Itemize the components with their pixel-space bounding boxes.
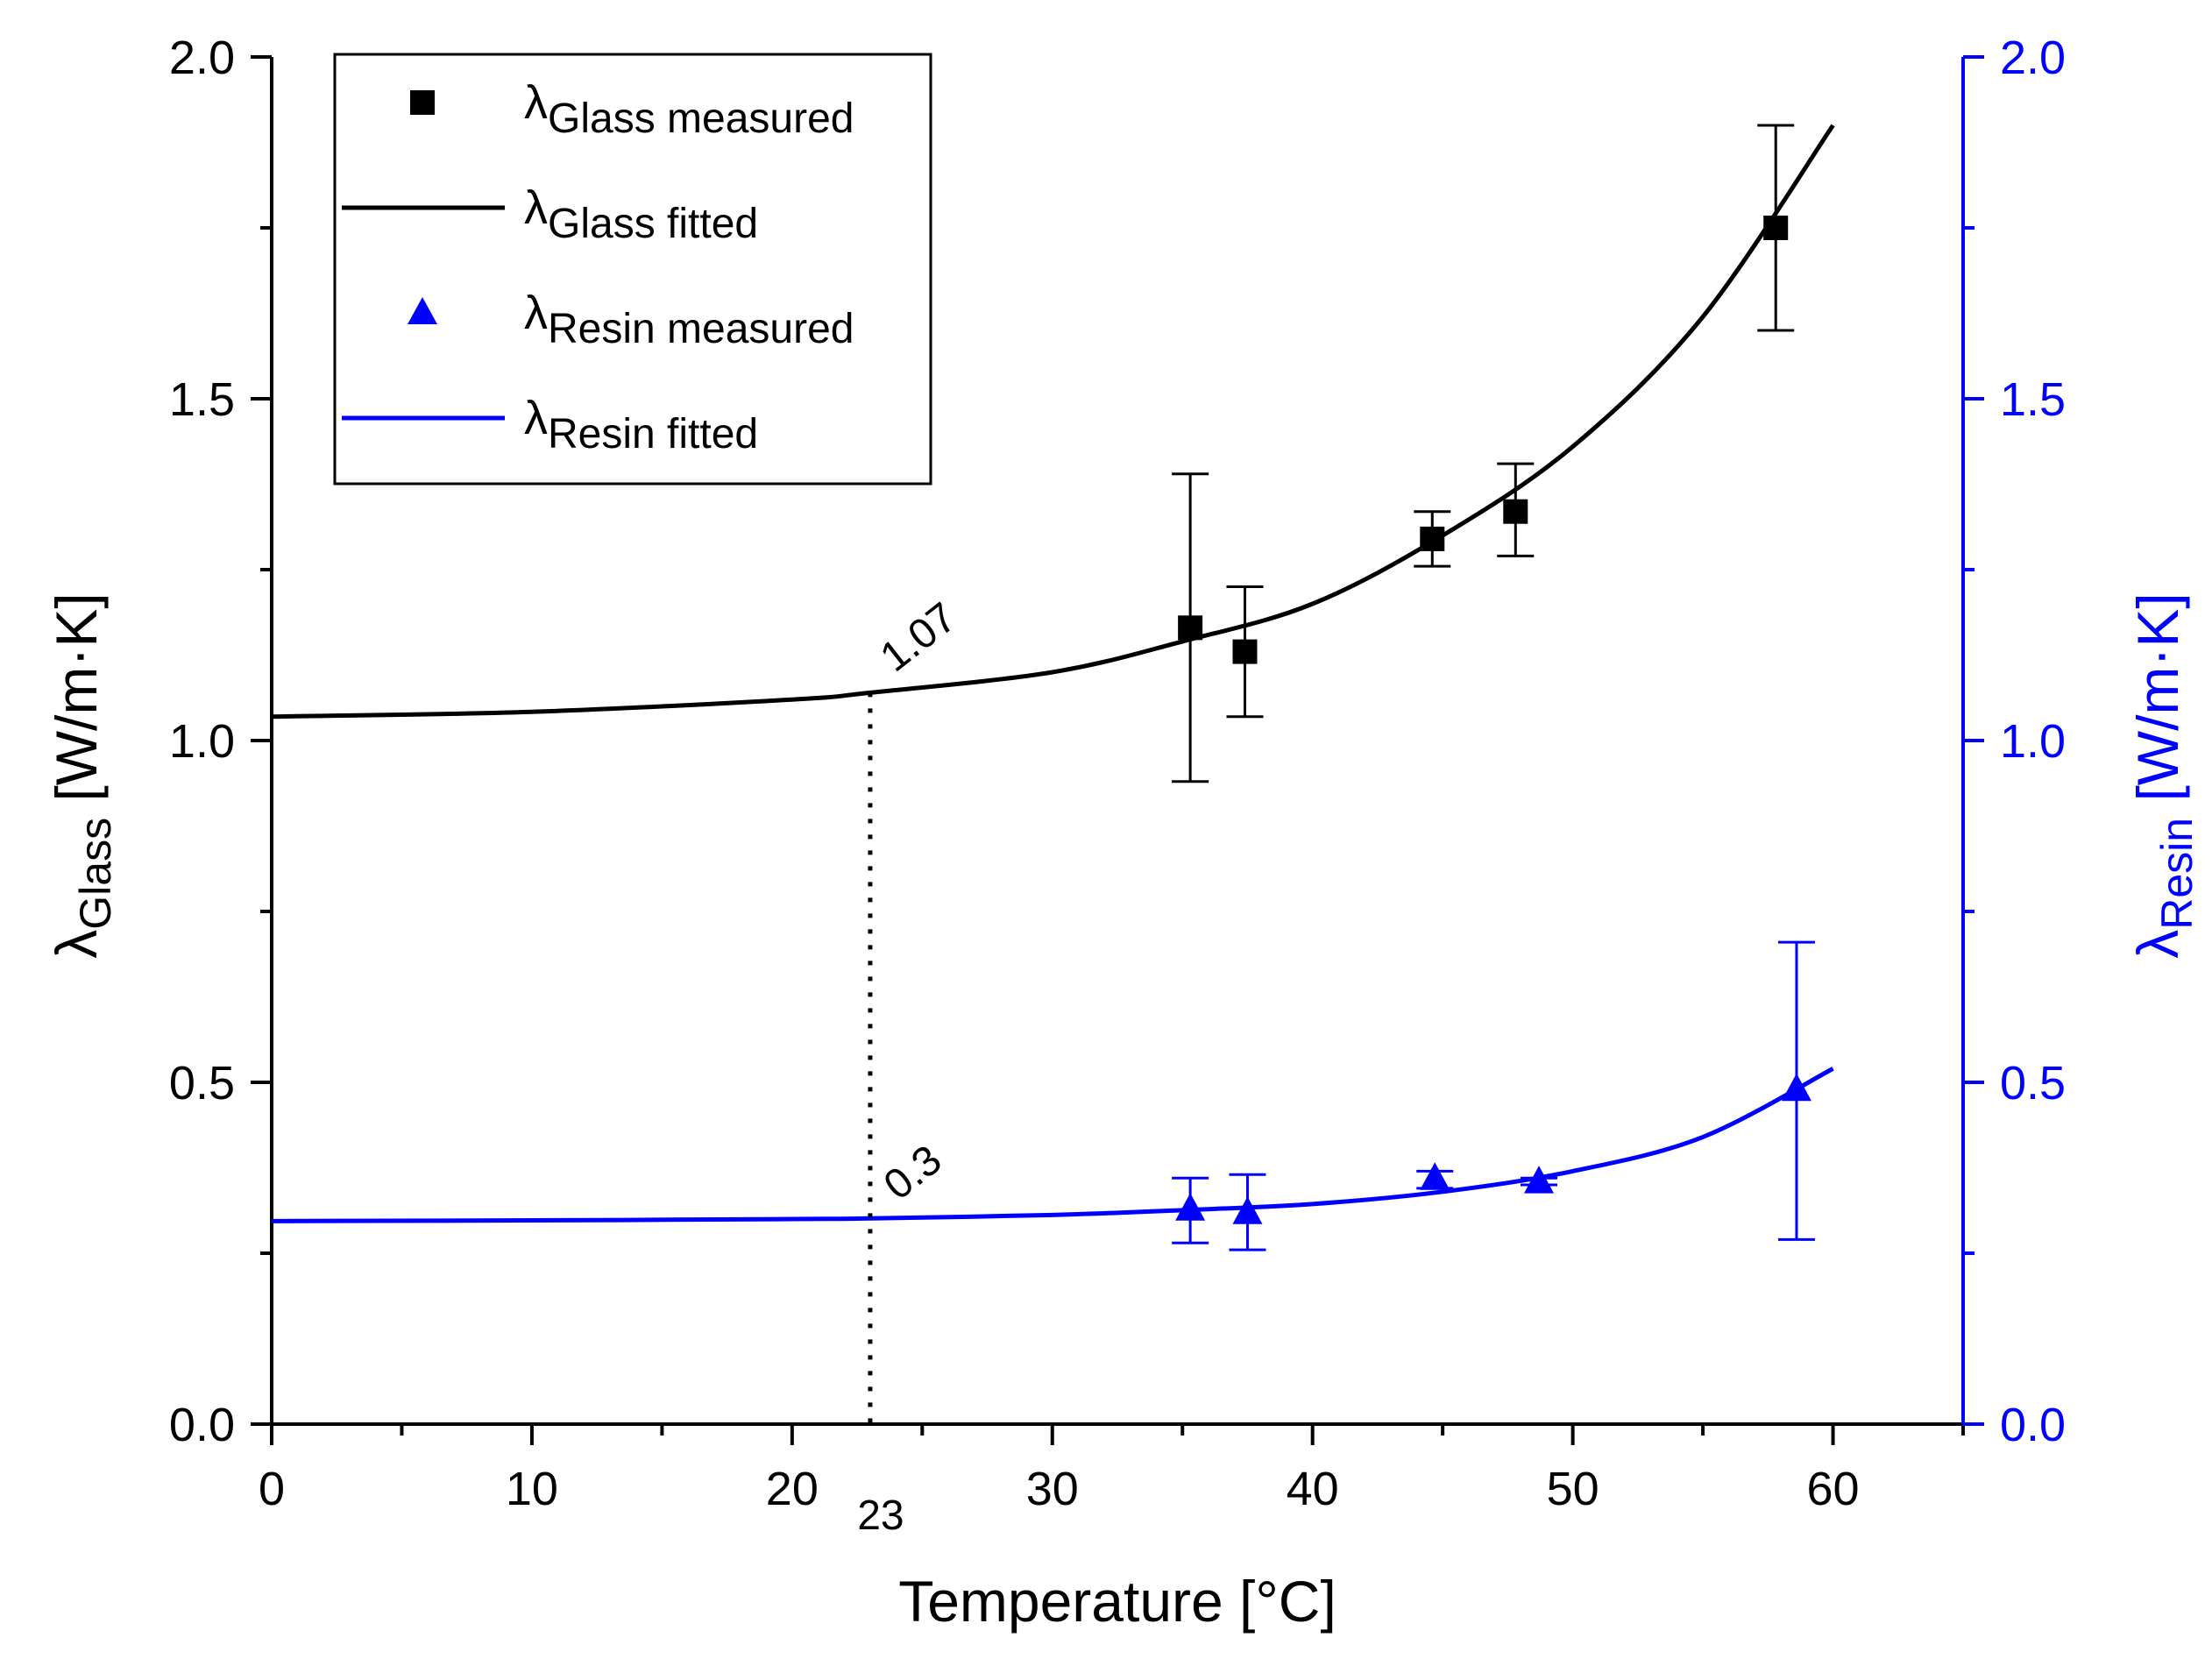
legend-item-3-triangle-marker	[408, 297, 437, 324]
y-left-tick-label: 0.5	[169, 1057, 235, 1109]
x-tick-label: 20	[766, 1463, 819, 1515]
y-right-title-unit: [W/m·K]	[2125, 592, 2190, 818]
x-tick-label: 30	[1026, 1463, 1079, 1515]
glass-measured-point	[1178, 615, 1203, 641]
legend-item-1-subscript: Glass measured	[548, 96, 854, 142]
legend-item-2-subscript: Glass fitted	[548, 201, 758, 247]
y-right-tick-label: 0.0	[2000, 1399, 2066, 1451]
legend-box	[333, 53, 932, 486]
legend-item-4-subscript: Resin fitted	[548, 411, 758, 457]
y-left-title-subscript: Glass	[71, 818, 120, 930]
legend-item-4-symbol: λ	[524, 392, 548, 444]
y-left-axis-title: λGlass [W/m·K]	[44, 592, 120, 958]
resin-measured-point	[1232, 1196, 1263, 1224]
x-axis-title: Temperature [°C]	[898, 1569, 1336, 1634]
legend-item-4-label: λResin fitted	[524, 392, 758, 457]
legend-item-1-label: λGlass measured	[524, 76, 854, 142]
legend-item-3-subscript: Resin measured	[548, 306, 854, 352]
y-right-title-subscript: Resin	[2152, 818, 2201, 930]
legend-item-3-label: λResin measured	[524, 287, 854, 352]
x-tick-label: 50	[1547, 1463, 1599, 1515]
fitted-curves	[271, 124, 1835, 1223]
y-left-title-symbol: λ	[44, 930, 109, 959]
glass-measured-point	[1503, 499, 1528, 524]
measured-points	[1172, 124, 1815, 1251]
resin-measured-point	[1175, 1193, 1206, 1221]
legend-item-1-symbol: λ	[524, 76, 548, 129]
x-tick-label: 10	[506, 1463, 558, 1515]
axes: 0 10 20 30 40 50 60 0.0 0.0 0.5 0.5 1.0 1.0 1.5 1.5 2.0…	[44, 32, 2201, 1634]
legend-item-1-square-marker	[410, 90, 435, 115]
legend-item-2-symbol: λ	[524, 181, 548, 234]
resin-fitted-line	[271, 1067, 1834, 1223]
y-right-tick-label: 1.0	[2000, 715, 2066, 768]
y-left-tick-label: 1.5	[169, 373, 235, 426]
y-left-tick-label: 2.0	[169, 32, 235, 84]
glass-measured-point	[1420, 526, 1445, 551]
glass-fitted-line	[271, 124, 1835, 720]
y-left-title-unit: [W/m·K]	[44, 592, 109, 818]
y-left-tick-label: 0.0	[169, 1399, 235, 1451]
legend-item-2-label: λGlass fitted	[524, 181, 758, 247]
y-left-tick-label: 1.0	[169, 715, 235, 768]
x-tick-label: 40	[1287, 1463, 1339, 1515]
resin-measured-point	[1420, 1162, 1450, 1190]
glass-measured-point	[1232, 639, 1258, 664]
legend-item-3-symbol: λ	[524, 287, 548, 339]
reference-x-label: 23	[857, 1492, 904, 1539]
x-tick-label: 60	[1806, 1463, 1859, 1515]
glass-measured-point	[1763, 216, 1789, 240]
y-right-title-symbol: λ	[2125, 930, 2190, 959]
y-right-tick-label: 0.5	[2000, 1057, 2066, 1109]
y-right-tick-label: 1.5	[2000, 373, 2066, 426]
resin-measured-point	[1524, 1166, 1555, 1194]
y-right-tick-label: 2.0	[2000, 32, 2066, 84]
x-tick-label: 0	[259, 1463, 285, 1515]
y-right-axis-title: λResin [W/m·K]	[2125, 592, 2201, 958]
resin-measured-point	[1781, 1073, 1811, 1102]
